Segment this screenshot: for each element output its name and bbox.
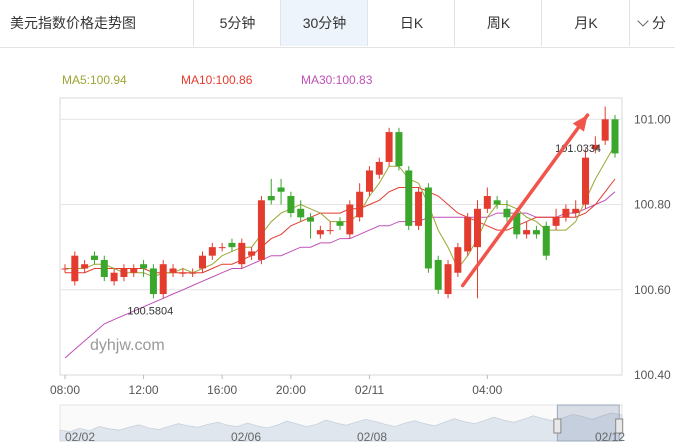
candle-body (474, 208, 481, 248)
candle-body (415, 191, 423, 226)
candle-body (120, 268, 128, 277)
candle-body (189, 272, 197, 274)
candle-body (238, 242, 246, 265)
candle-body (424, 187, 432, 269)
candle-body (208, 247, 216, 256)
trend-arrow-line (460, 113, 590, 288)
x-tick-label: 12:00 (129, 383, 159, 397)
candle-body (513, 213, 521, 235)
candle-body (562, 208, 570, 218)
more-periods-label: 分 (652, 15, 666, 31)
plot-frame (59, 97, 623, 376)
low-annotation: 100.5804 (127, 305, 173, 317)
ma5-label: MA5:100.94 (62, 73, 127, 87)
candle-body (140, 264, 148, 269)
candle-body (483, 196, 491, 209)
tab-30min[interactable]: 30分钟 (280, 0, 368, 46)
candle-body (464, 217, 472, 252)
tab-5min[interactable]: 5分钟 (193, 0, 281, 46)
page-title: 美元指数价格走势图 (10, 15, 136, 31)
tab-monthly[interactable]: 月K (541, 0, 630, 46)
candle-body (316, 230, 324, 235)
candle-body (405, 170, 413, 226)
candle-body (71, 255, 79, 282)
candle-body (503, 208, 511, 218)
tab-daily[interactable]: 日K (367, 0, 455, 46)
candle-body (532, 230, 540, 235)
candle-body (159, 264, 167, 295)
candle-body (90, 255, 98, 260)
candle-body (336, 221, 344, 226)
ma30-label: MA30:100.83 (301, 73, 373, 87)
watermark: dyhjw.com (90, 337, 165, 354)
x-tick-label: 02/11 (355, 383, 384, 397)
navigator-date-label: 02/02 (65, 430, 95, 444)
y-tick-label: 100.40 (634, 368, 671, 382)
candle-body (199, 255, 206, 269)
candle-body (434, 259, 442, 290)
candle-body (61, 268, 69, 270)
navigator-area (59, 412, 623, 442)
candle-body (572, 208, 580, 214)
candle-body (365, 170, 373, 192)
candle-body (277, 187, 285, 192)
candle-body (287, 196, 295, 214)
candle-body (444, 264, 452, 295)
ma30-line (64, 191, 616, 359)
x-tick-label: 04:00 (472, 383, 502, 397)
candle-body (385, 132, 393, 162)
candle-body (523, 230, 531, 235)
candle-body (130, 268, 138, 273)
x-tick-label: 16:00 (207, 383, 237, 397)
trend-arrow-head (572, 115, 588, 132)
candle-body (582, 157, 590, 205)
candle-body (601, 119, 609, 141)
candle-body (149, 268, 157, 295)
candle-body (228, 242, 236, 248)
ma5-line (65, 144, 616, 278)
candle-body (542, 225, 550, 256)
candle-body (248, 251, 256, 256)
candle-body (100, 259, 108, 277)
navigator-window[interactable] (556, 404, 620, 442)
candle-body (110, 272, 118, 282)
candle-body (81, 264, 89, 269)
candle-body (375, 161, 383, 175)
candle-body (493, 200, 501, 205)
y-tick-label: 100.80 (634, 198, 671, 212)
x-tick-label: 20:00 (276, 383, 306, 397)
candle-body (267, 196, 275, 201)
navigator-handle[interactable] (615, 418, 624, 434)
candle-body (218, 247, 226, 249)
candle-body (257, 200, 265, 260)
ma10-label: MA10:100.86 (181, 73, 253, 87)
candle-body (395, 132, 403, 167)
candle-body (346, 204, 354, 235)
candle-body (297, 208, 305, 218)
candle-body (552, 217, 560, 226)
tab-weekly[interactable]: 周K (454, 0, 542, 46)
candle-body (169, 268, 177, 273)
navigator-date-label: 02/06 (231, 430, 261, 444)
x-tick-label: 08:00 (50, 383, 80, 397)
more-periods-dropdown[interactable]: 分 (629, 0, 675, 46)
candle-body (326, 230, 334, 232)
candle-body (454, 247, 462, 273)
y-tick-label: 101.00 (634, 112, 671, 126)
top-bar: 美元指数价格走势图 5分钟 30分钟 日K 周K 月K 分 (0, 0, 675, 48)
y-tick-label: 100.60 (634, 283, 671, 297)
navigator-date-label: 02/12 (595, 430, 625, 444)
navigator-handle[interactable] (553, 418, 562, 434)
candle-body (307, 217, 315, 222)
candle-body (611, 119, 619, 154)
navigator-date-label: 02/08 (357, 430, 387, 444)
candle-body (591, 144, 599, 150)
candle-body (179, 272, 187, 274)
candle-body (356, 191, 364, 218)
